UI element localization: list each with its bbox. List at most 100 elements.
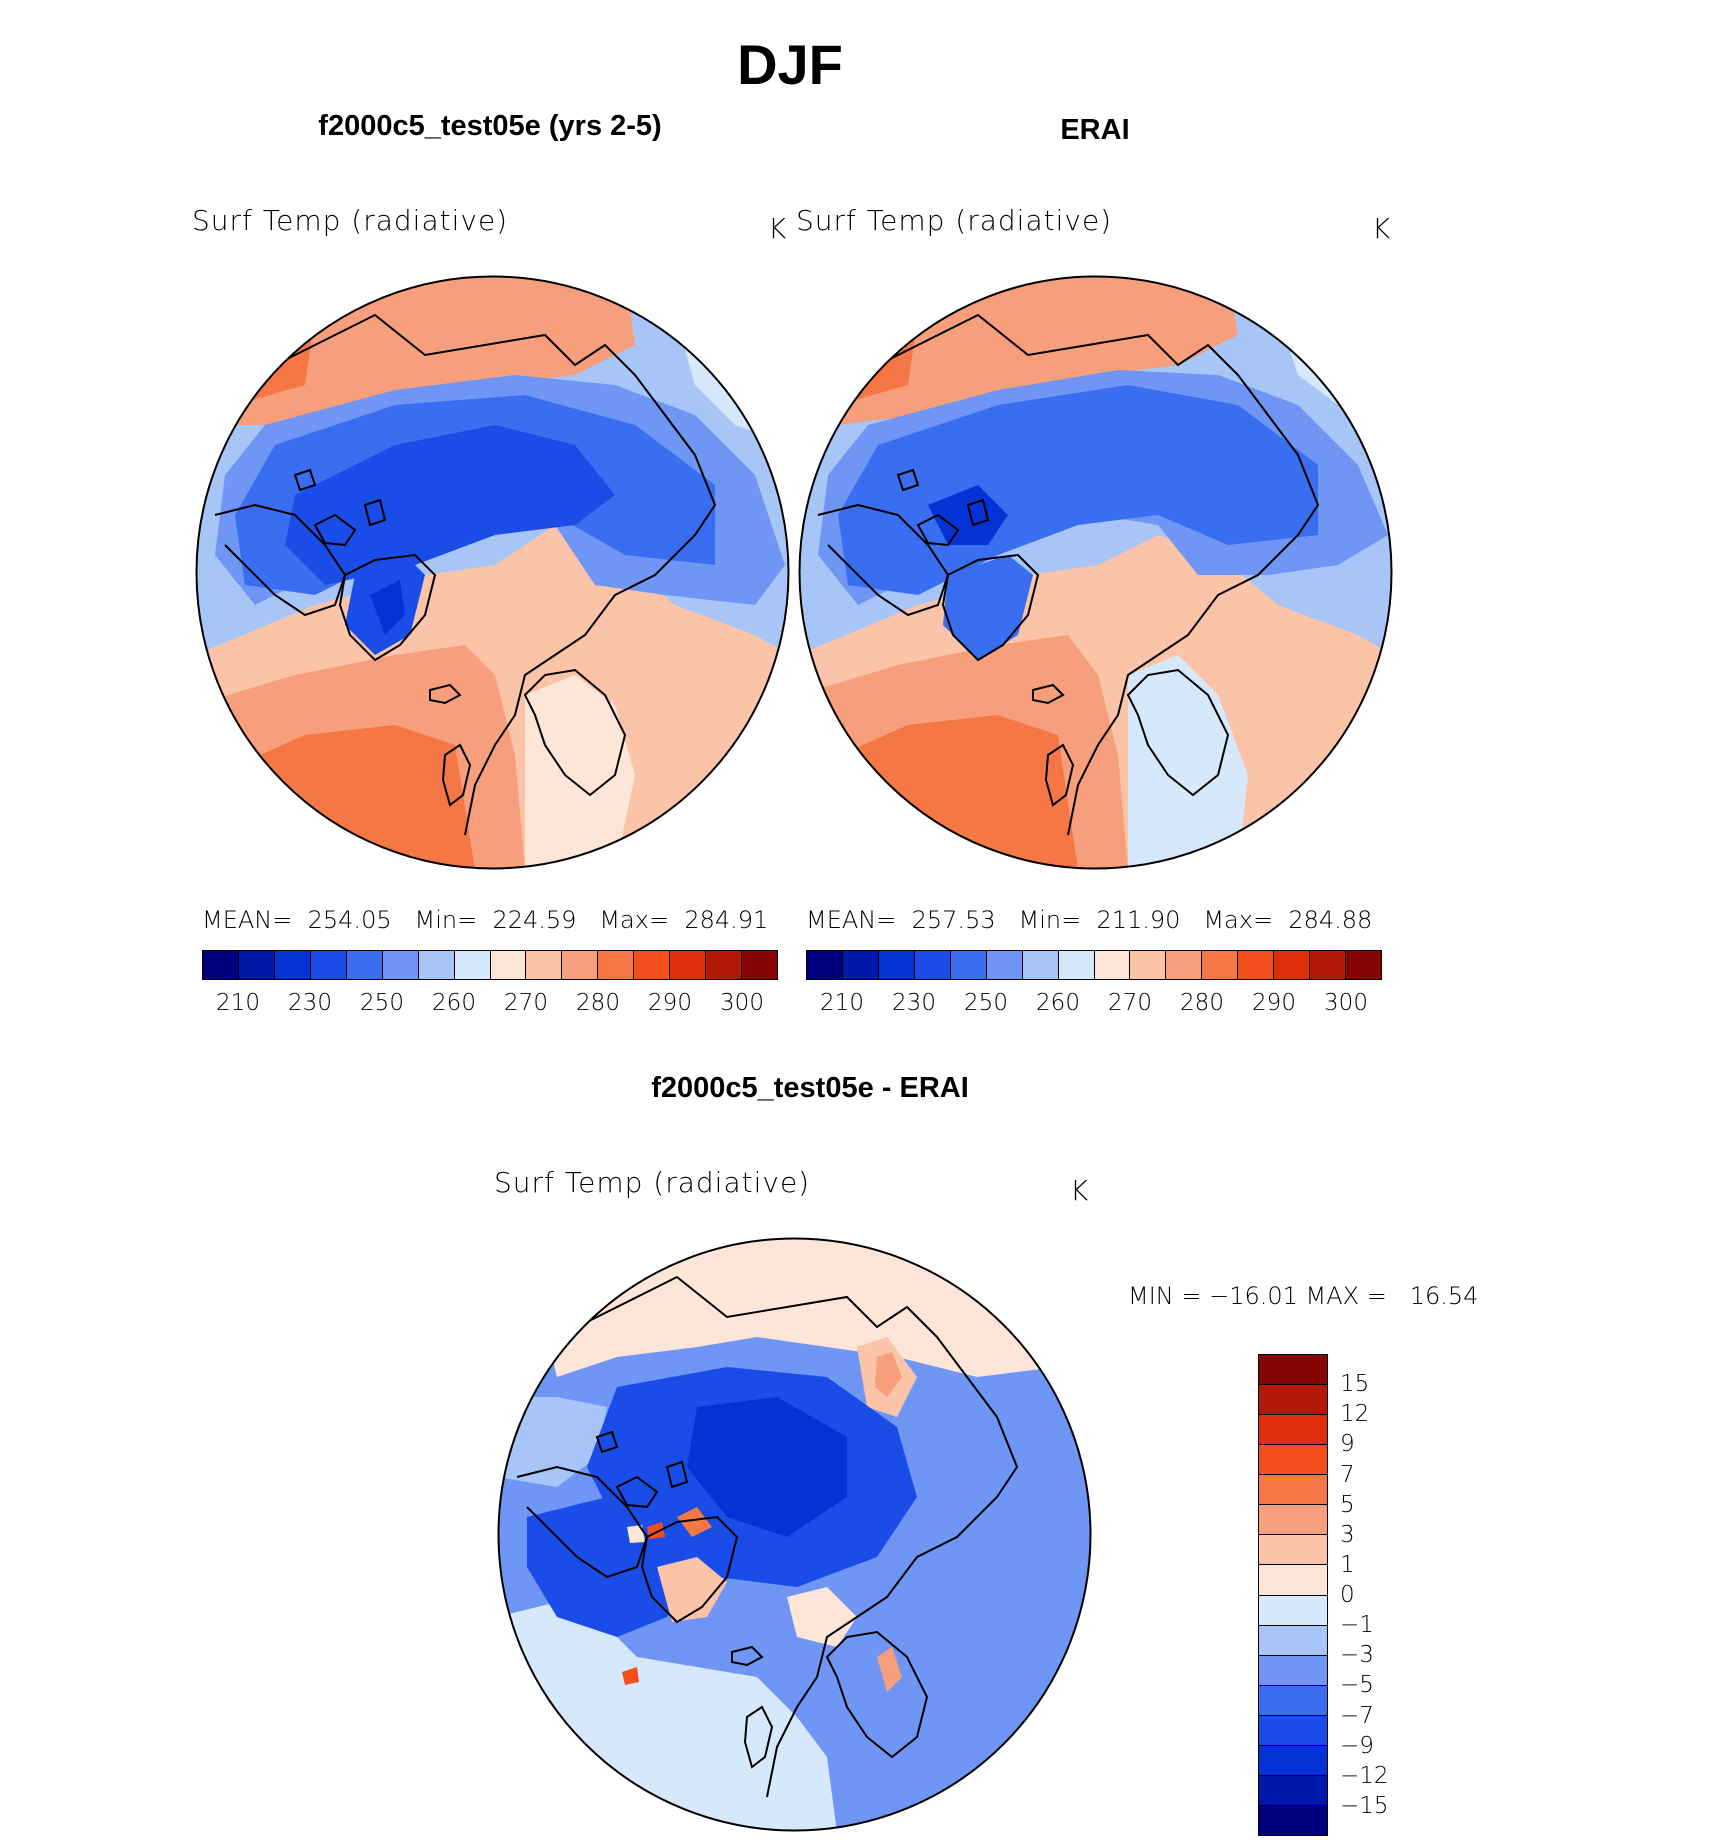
colorbar-swatch (1274, 951, 1311, 979)
colorbar-tick-label: 0 (1340, 1582, 1355, 1608)
colorbar-swatch (1259, 1415, 1327, 1446)
diff-minmax: MIN = −16.01 MAX = 16.54 (1128, 1282, 1479, 1310)
coastline-eurasia (576, 1275, 1019, 1798)
colorbar-tick-label: 270 (504, 990, 548, 1016)
coastline-british-isles (441, 743, 472, 807)
coastline-scandinavia (1126, 668, 1230, 797)
colorbar-swatch (1259, 1475, 1327, 1506)
panel-2-variable: Surf Temp (radiative) (796, 204, 1113, 237)
colorbar-tick-label: −1 (1340, 1612, 1374, 1639)
colorbar-swatch (1259, 1385, 1327, 1416)
panel-1-mean-label: MEAN= (202, 906, 293, 934)
panel-2-polar-map (798, 275, 1393, 870)
panel-2-colorbar (806, 950, 1382, 980)
coastline-british-isles (743, 1705, 774, 1769)
coastline-greenland (640, 1515, 739, 1624)
coastline-greenland (941, 553, 1040, 662)
scandinavia-warm-spot (877, 1647, 902, 1692)
colorbar-swatch (1259, 1565, 1327, 1596)
coastline-scandinavia (523, 668, 627, 797)
colorbar-tick-label: 260 (1036, 990, 1080, 1016)
coastline-iceland (1032, 683, 1065, 705)
panel-2-max-label: Max= (1203, 906, 1274, 934)
diff-colorbar-ticks: 15 12 9 7 5 3 1 0 −1 −3 −5 −7 −9 −12 −15 (1340, 1354, 1430, 1836)
coastline-archipelago (595, 1430, 689, 1509)
colorbar-swatch (1202, 951, 1239, 979)
colorbar-tick-label: −9 (1340, 1732, 1374, 1759)
scandinavia-region (1128, 655, 1248, 869)
panel-2-max: 284.88 (1288, 906, 1373, 934)
colorbar-swatch (1259, 1625, 1327, 1656)
panel-2-min: 211.90 (1096, 906, 1181, 934)
colorbar-swatch (1259, 1355, 1327, 1386)
colorbar-swatch (1259, 1655, 1327, 1686)
colorbar-tick-label: 230 (892, 990, 936, 1016)
coastline-british-isles (1044, 743, 1075, 807)
colorbar-swatch (914, 951, 951, 979)
colorbar-swatch (598, 951, 635, 979)
colorbar-swatch (1259, 1805, 1327, 1835)
colorbar-swatch (382, 951, 419, 979)
coastline-iceland (429, 683, 462, 705)
colorbar-swatch (706, 951, 743, 979)
greenland-region (943, 555, 1033, 660)
greenland-warm-region (657, 1557, 727, 1622)
diff-colorbar (1258, 1354, 1328, 1836)
colorbar-tick-label: −12 (1340, 1762, 1389, 1789)
colorbar-swatch (310, 951, 347, 979)
coastline-eurasia (274, 313, 717, 836)
panel-2-mean: 257.53 (911, 906, 996, 934)
coastline-archipelago (896, 468, 990, 547)
colorbar-tick-label: 290 (648, 990, 692, 1016)
colorbar-swatch (1094, 951, 1131, 979)
colorbar-swatch (950, 951, 987, 979)
colorbar-swatch (807, 951, 843, 979)
colorbar-swatch (526, 951, 563, 979)
colorbar-tick-label: 210 (820, 990, 864, 1016)
panel-1-colorbar (202, 950, 778, 980)
colorbar-swatch (454, 951, 491, 979)
colorbar-swatch (1259, 1685, 1327, 1716)
arctic-core-region (687, 1397, 847, 1537)
colorbar-tick-label: 250 (360, 990, 404, 1016)
greenland-core-region (370, 580, 405, 635)
colorbar-tick-label: 9 (1340, 1431, 1355, 1458)
panel-2-title: ERAI (1060, 114, 1130, 146)
colorbar-tick-label: −5 (1340, 1672, 1374, 1699)
panel-2-colorbar-ticks: 210 230 250 260 270 280 290 300 (806, 990, 1382, 1020)
diff-polar-map (497, 1237, 1092, 1832)
coastline-archipelago (293, 468, 387, 547)
colorbar-swatch (1346, 951, 1381, 979)
colorbar-swatch (203, 951, 239, 979)
colorbar-tick-label: 280 (576, 990, 620, 1016)
colorbar-tick-label: 250 (964, 990, 1008, 1016)
panel-2-mean-label: MEAN= (806, 906, 897, 934)
colorbar-tick-label: 12 (1340, 1401, 1370, 1428)
panel-1-colorbar-ticks: 210 230 250 260 270 280 290 300 (202, 990, 778, 1020)
coastline-iceland (731, 1645, 764, 1667)
panel-1-min: 224.59 (492, 906, 577, 934)
colorbar-tick-label: 230 (288, 990, 332, 1016)
panel-1-min-label: Min= (414, 906, 478, 934)
colorbar-swatch (238, 951, 275, 979)
colorbar-tick-label: 300 (720, 990, 764, 1016)
colorbar-swatch (274, 951, 311, 979)
panel-1-mean: 254.05 (307, 906, 392, 934)
panel-1-title: f2000c5_test05e (yrs 2-5) (318, 110, 662, 142)
colorbar-swatch (1259, 1745, 1327, 1776)
colorbar-swatch (346, 951, 383, 979)
north-america-neutral-region (498, 1397, 607, 1487)
colorbar-tick-label: 290 (1252, 990, 1296, 1016)
coastline-north-america (817, 503, 950, 617)
coastline-north-america (516, 1465, 649, 1579)
colorbar-swatch (1259, 1775, 1327, 1806)
coastline-eurasia (877, 313, 1320, 836)
colorbar-tick-label: −3 (1340, 1642, 1374, 1669)
colorbar-swatch (1259, 1715, 1327, 1746)
archipelago-cold-region (928, 485, 1008, 545)
hudson-warm-spot (627, 1525, 645, 1543)
greenland-coast-warm-spot (622, 1667, 639, 1685)
colorbar-swatch (1022, 951, 1059, 979)
colorbar-swatch (1259, 1595, 1327, 1626)
colorbar-tick-label: 5 (1340, 1491, 1355, 1518)
